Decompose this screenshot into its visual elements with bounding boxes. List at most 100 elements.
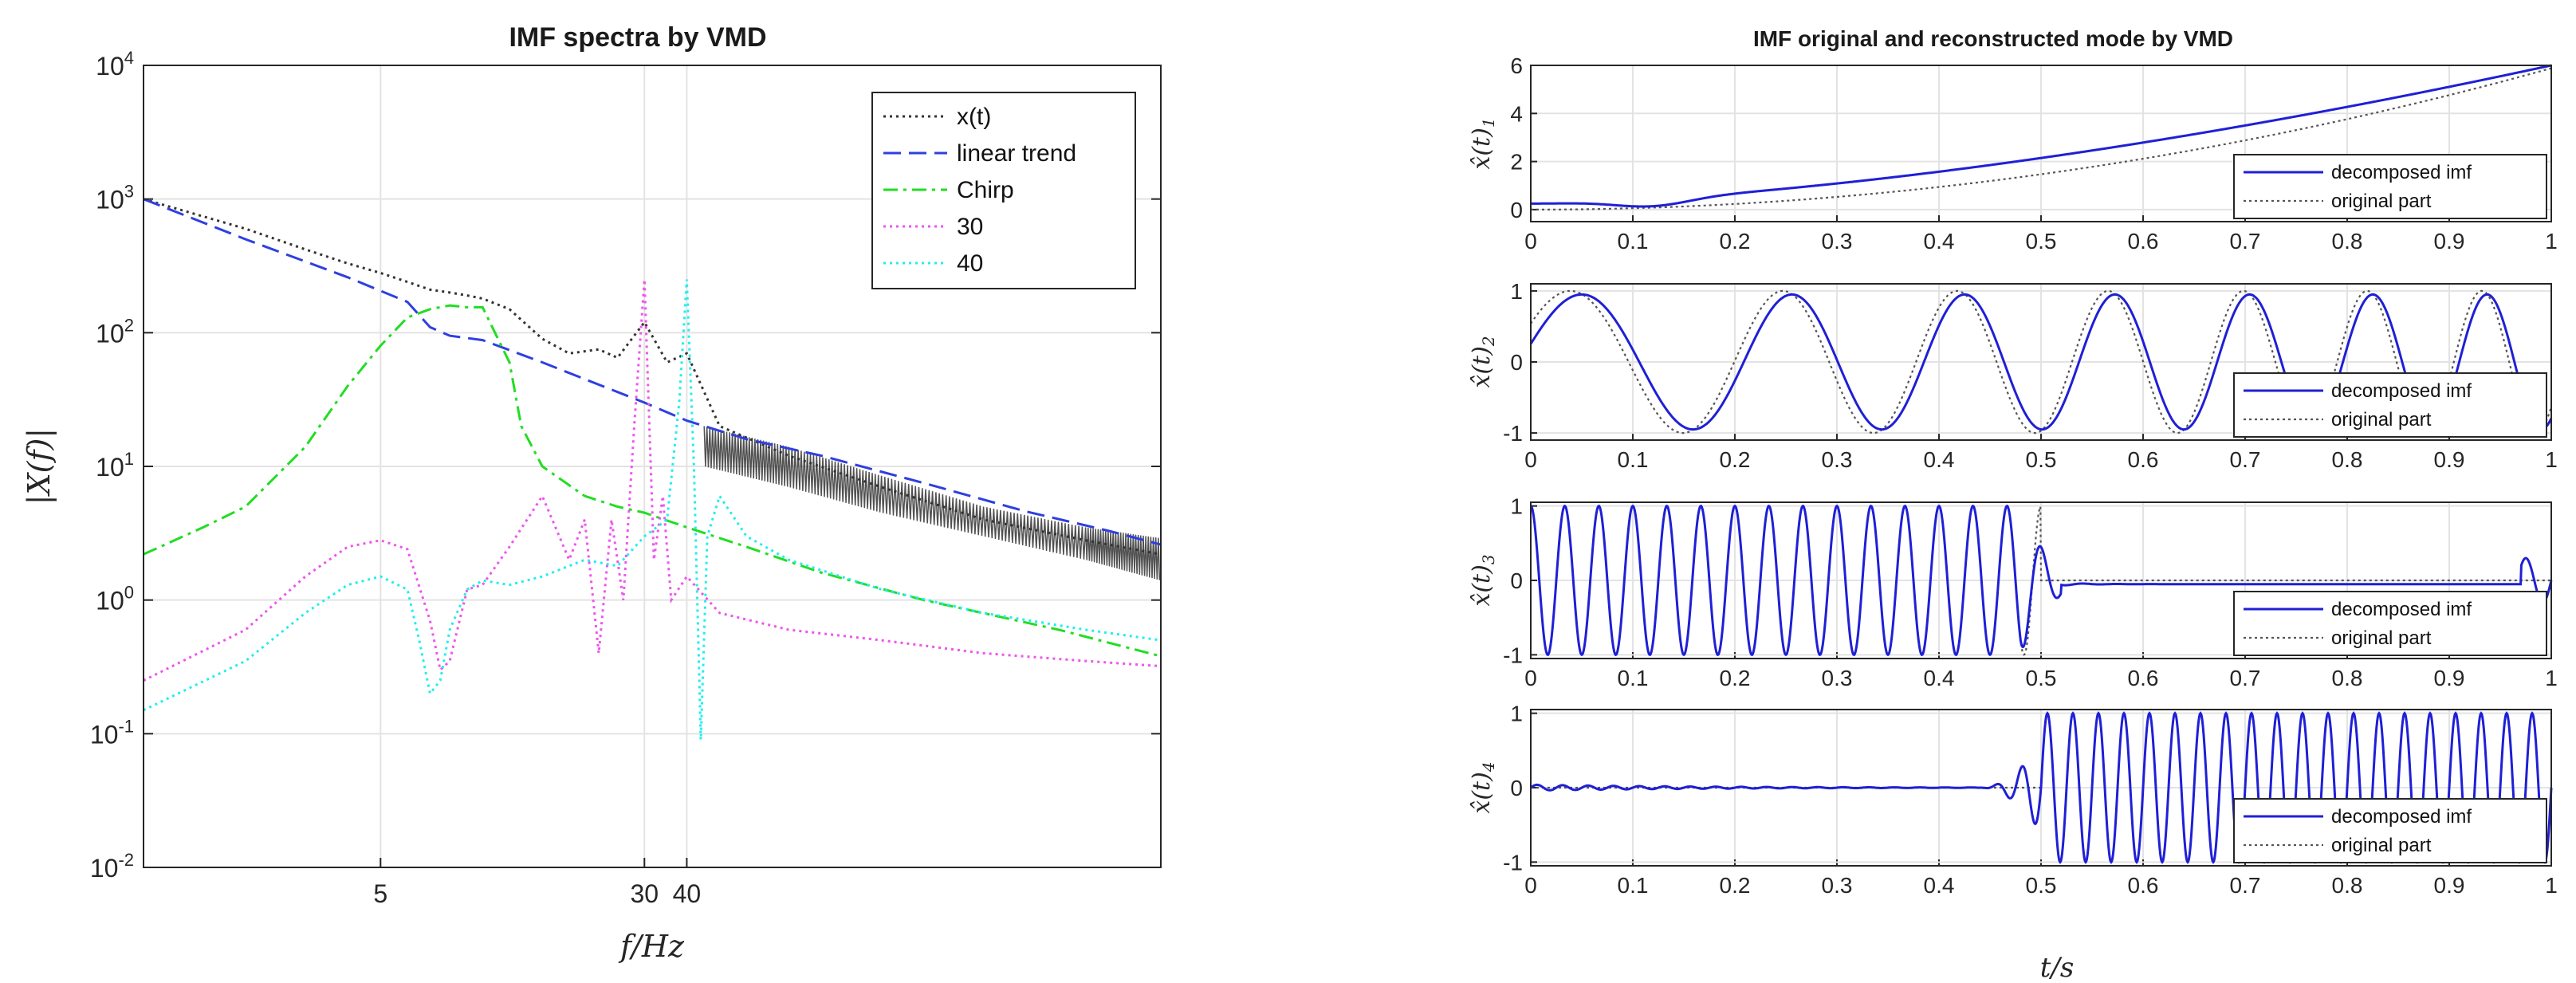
mode-ytick-label: 4 (1510, 101, 1523, 126)
mode-xtick-label: 0 (1524, 447, 1537, 472)
modes-xlabel: t/s (2040, 952, 2075, 983)
mode-xtick-label: 0.2 (1720, 873, 1751, 898)
mode-xtick-label: 0.4 (1924, 447, 1955, 472)
spectra-series-line (143, 279, 1162, 741)
mode-xtick-label: 0 (1524, 229, 1537, 254)
mode-xtick-label: 0.1 (1618, 873, 1649, 898)
mode-ytick-label: 0 (1510, 198, 1523, 222)
mode-xtick-label: 0.2 (1720, 229, 1751, 254)
mode-xtick-label: 0.1 (1618, 666, 1649, 690)
mode-xtick-label: 0.3 (1822, 229, 1853, 254)
spectra-legend-label: 30 (957, 214, 983, 240)
mode-ytick-label: 1 (1510, 702, 1523, 726)
mode-ytick-label: 0 (1510, 776, 1523, 800)
mode-xtick-label: 0.3 (1822, 447, 1853, 472)
mode-axes-box (1530, 283, 2552, 441)
mode-xtick-label: 0.8 (2332, 447, 2363, 472)
spectra-legend-label: 40 (957, 250, 983, 277)
mode-xtick-label: 0.4 (1924, 229, 1955, 254)
mode-xtick-label: 0.9 (2434, 447, 2465, 472)
mode-ytick-label: -1 (1503, 421, 1523, 446)
mode-xtick-label: 0.8 (2332, 873, 2363, 898)
mode-ytick-label: -1 (1503, 850, 1523, 875)
mode-imf-line (1530, 711, 2553, 864)
spectra-series (143, 198, 1162, 741)
mode-imf-line (1529, 293, 2553, 431)
mode-xtick-label: 0.7 (2230, 873, 2261, 898)
mode-xtick-label: 0 (1524, 666, 1537, 690)
spectra-chart: IMF spectra by VMD 10-2 10-1 100 101 102 103 1… (22, 22, 1162, 964)
mode-panel-1: 0 0.1 0.2 0.3 0.4 0.5 0.6 0.7 0.8 0.9 1 0 2 4 6 x̂(t)1 d… (1468, 53, 2558, 254)
mode-legend-box (2233, 154, 2547, 219)
mode-xtick-label: 0.6 (2128, 447, 2159, 472)
mode-axes-box (1530, 709, 2552, 867)
mode-imf-line (1530, 504, 2553, 657)
mode-ytick-label: 1 (1510, 494, 1523, 519)
mode-legend-label: original part (2331, 409, 2432, 431)
modes-title: IMF original and reconstructed mode by V… (1753, 26, 2233, 51)
mode-xtick-label: 0.9 (2434, 229, 2465, 254)
mode-xtick-label: 0.4 (1924, 873, 1955, 898)
mode-legend-box (2233, 372, 2547, 438)
spectra-legend-label: Chirp (957, 177, 1014, 203)
mode-ytick-label: 6 (1510, 53, 1523, 78)
mode-xtick-label: 0.8 (2332, 666, 2363, 690)
mode-xtick-label: 0.5 (2026, 873, 2057, 898)
mode-imf-line (1531, 64, 2552, 208)
spectra-ytick-label: 10-2 (90, 850, 134, 883)
mode-ylabel: x̂(t)2 (1468, 336, 1498, 387)
mode-xtick-label: 0.6 (2128, 229, 2159, 254)
mode-xtick-label: 0.1 (1618, 447, 1649, 472)
mode-xtick-label: 0.7 (2230, 229, 2261, 254)
mode-xtick-label: 0.6 (2128, 666, 2159, 690)
mode-xtick-label: 0.2 (1720, 666, 1751, 690)
mode-xtick-label: 1 (2545, 447, 2558, 472)
spectra-series-line (143, 279, 1162, 682)
spectra-legend-label: linear trend (957, 140, 1076, 167)
mode-xtick-label: 1 (2545, 666, 2558, 690)
mode-legend-box (2233, 591, 2547, 656)
spectra-legend: x(t) linear trend Chirp 30 40 (871, 92, 1136, 289)
spectra-series-line (143, 198, 1162, 556)
mode-xtick-label: 0.5 (2026, 447, 2057, 472)
mode-legend-label: decomposed imf (2331, 599, 2472, 620)
mode-xtick-label: 0.2 (1720, 447, 1751, 472)
spectra-ytick-label: 104 (96, 48, 134, 81)
spectra-series-line (143, 198, 1162, 546)
mode-ylabel: x̂(t)3 (1468, 554, 1498, 606)
mode-original-line (1530, 289, 2553, 434)
mode-original-line (1530, 505, 2551, 656)
mode-ytick-label: 1 (1510, 279, 1523, 304)
mode-xtick-label: 0.5 (2026, 666, 2057, 690)
mode-legend-label: decomposed imf (2331, 806, 2472, 828)
spectra-xtick-label: 5 (373, 879, 387, 908)
mode-xtick-label: 0.8 (2332, 229, 2363, 254)
mode-axes-box (1530, 65, 2552, 222)
spectra-ytick-label: 101 (96, 449, 134, 482)
mode-panel-3: 0 0.1 0.2 0.3 0.4 0.5 0.6 0.7 0.8 0.9 1-101x̂(t)3d… (1468, 494, 2558, 690)
mode-panel-4: 0 0.1 0.2 0.3 0.4 0.5 0.6 0.7 0.8 0.9 1-101x̂(t)4d… (1468, 702, 2558, 898)
mode-ytick-label: 0 (1510, 568, 1523, 593)
mode-legend-label: decomposed imf (2331, 380, 2472, 402)
mode-xtick-label: 0.3 (1822, 666, 1853, 690)
mode-xtick-label: 0.4 (1924, 666, 1955, 690)
mode-xtick-label: 0.5 (2026, 229, 2057, 254)
spectra-ytick-label: 10-1 (90, 716, 134, 749)
spectra-xtick-label: 40 (673, 879, 702, 908)
spectra-legend-label: x(t) (957, 104, 991, 130)
spectra-ylabel: |X(f)| (22, 428, 57, 505)
spectra-xtick-label: 30 (630, 879, 659, 908)
mode-xtick-label: 1 (2545, 873, 2558, 898)
mode-ytick-label: -1 (1503, 643, 1523, 667)
mode-legend-label: original part (2331, 627, 2432, 649)
mode-legend-label: decomposed imf (2331, 162, 2472, 183)
mode-xtick-label: 0.6 (2128, 873, 2159, 898)
modes-chart: IMF original and reconstructed mode by V… (1468, 26, 2558, 983)
spectra-ytick-label: 100 (96, 583, 134, 615)
mode-ylabel: x̂(t)4 (1468, 761, 1498, 813)
mode-xtick-label: 0.3 (1822, 873, 1853, 898)
mode-panel-2: 0 0.1 0.2 0.3 0.4 0.5 0.6 0.7 0.8 0.9 1-101x̂(t)2d… (1468, 279, 2558, 472)
mode-xtick-label: 0 (1524, 873, 1537, 898)
mode-ylabel: x̂(t)1 (1468, 117, 1498, 169)
